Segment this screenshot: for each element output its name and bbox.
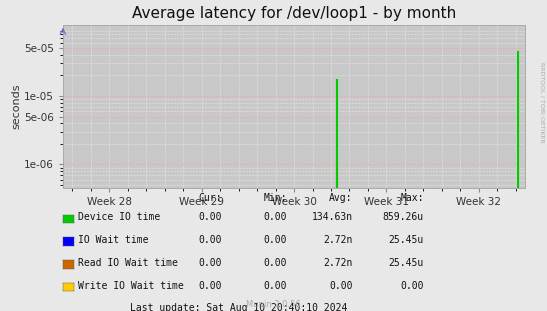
Text: Write IO Wait time: Write IO Wait time bbox=[78, 281, 184, 290]
Y-axis label: seconds: seconds bbox=[11, 84, 21, 129]
Text: 2.72n: 2.72n bbox=[323, 258, 353, 268]
Text: Avg:: Avg: bbox=[329, 193, 353, 202]
Text: 2.72n: 2.72n bbox=[323, 235, 353, 245]
Text: 25.45u: 25.45u bbox=[389, 258, 424, 268]
Text: Last update: Sat Aug 10 20:40:10 2024: Last update: Sat Aug 10 20:40:10 2024 bbox=[130, 303, 347, 311]
Text: 0.00: 0.00 bbox=[264, 212, 287, 222]
Text: 0.00: 0.00 bbox=[264, 235, 287, 245]
Text: Read IO Wait time: Read IO Wait time bbox=[78, 258, 178, 268]
Text: 0.00: 0.00 bbox=[198, 258, 222, 268]
Text: 0.00: 0.00 bbox=[264, 258, 287, 268]
Text: RRDTOOL / TOBI OETIKER: RRDTOOL / TOBI OETIKER bbox=[539, 62, 544, 143]
Text: Cur:: Cur: bbox=[198, 193, 222, 202]
Text: 0.00: 0.00 bbox=[198, 212, 222, 222]
Text: 859.26u: 859.26u bbox=[383, 212, 424, 222]
Text: 0.00: 0.00 bbox=[198, 235, 222, 245]
Text: Munin 2.0.56: Munin 2.0.56 bbox=[246, 300, 301, 309]
Text: Min:: Min: bbox=[264, 193, 287, 202]
Text: 0.00: 0.00 bbox=[198, 281, 222, 290]
Text: 0.00: 0.00 bbox=[329, 281, 353, 290]
Text: 134.63n: 134.63n bbox=[312, 212, 353, 222]
Text: 0.00: 0.00 bbox=[264, 281, 287, 290]
Text: Device IO time: Device IO time bbox=[78, 212, 160, 222]
Text: 0.00: 0.00 bbox=[400, 281, 424, 290]
Text: Max:: Max: bbox=[400, 193, 424, 202]
Title: Average latency for /dev/loop1 - by month: Average latency for /dev/loop1 - by mont… bbox=[132, 6, 456, 21]
Text: 25.45u: 25.45u bbox=[389, 235, 424, 245]
Text: IO Wait time: IO Wait time bbox=[78, 235, 149, 245]
